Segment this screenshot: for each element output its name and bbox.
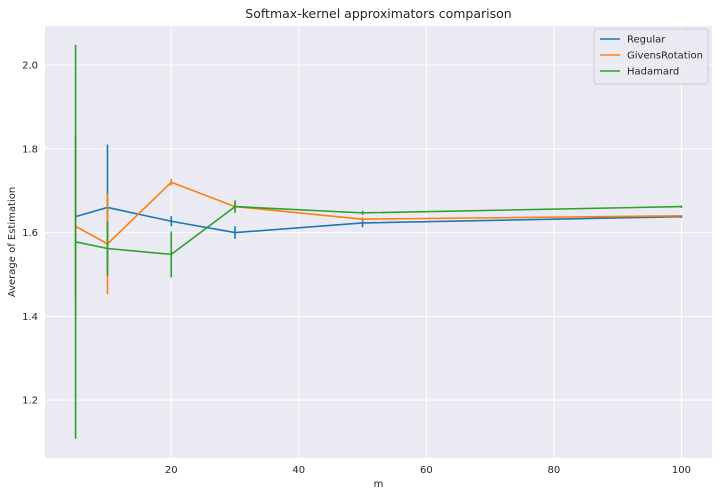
- plot-area: [45, 26, 712, 458]
- legend-label: Hadamard: [627, 67, 679, 78]
- tick-labels: 20 40 60 80 100 1.2 1.4 1.6 1.8 2.0: [22, 60, 691, 476]
- series-line: [75, 205, 682, 256]
- legend-box: [593, 28, 709, 85]
- y-tick-label: 1.2: [22, 396, 38, 407]
- legend: Regular GivensRotation Hadamard: [593, 28, 709, 85]
- y-tick-label: 2.0: [22, 60, 38, 71]
- y-tick-label: 1.4: [22, 312, 38, 323]
- chart-title: Softmax-kernel approximators comparison: [245, 6, 511, 21]
- x-tick-label: 80: [547, 465, 560, 476]
- x-tick-label: 60: [420, 465, 433, 476]
- y-axis-label: Average of Estimation: [7, 187, 18, 297]
- series-line: [75, 181, 682, 245]
- legend-label: Regular: [627, 35, 666, 46]
- x-tick-label: 20: [165, 465, 178, 476]
- series-hadamard: [74, 44, 683, 439]
- series-layer: [74, 44, 683, 439]
- series-line: [75, 206, 682, 234]
- x-tick-label: 40: [292, 465, 305, 476]
- y-tick-label: 1.6: [22, 228, 38, 239]
- legend-label: GivensRotation: [627, 51, 703, 62]
- x-axis-label: m: [374, 479, 384, 490]
- x-tick-label: 100: [672, 465, 691, 476]
- y-tick-label: 1.8: [22, 144, 38, 155]
